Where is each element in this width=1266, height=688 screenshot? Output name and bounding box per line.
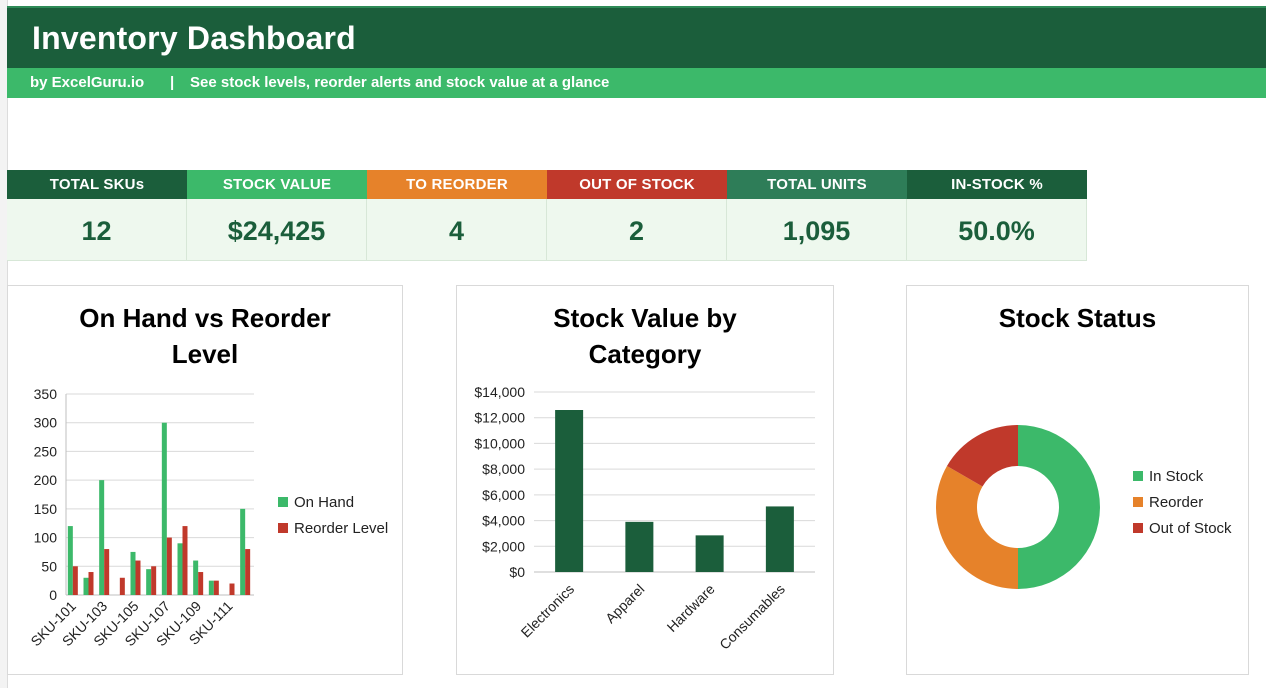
kpi-value: 1,095 (727, 199, 907, 261)
chart-title-line2: Level (171, 339, 239, 369)
bar-electronics (555, 410, 584, 572)
byline: by ExcelGuru.io (30, 74, 145, 91)
y-tick-label: 150 (34, 501, 58, 517)
y-tick-label: $12,000 (474, 410, 525, 426)
bar-reorder-level (72, 566, 78, 595)
subtitle-bar: by ExcelGuru.io | See stock levels, reor… (7, 68, 1266, 98)
y-tick-label: 350 (34, 386, 58, 402)
x-tick-label: Hardware (664, 581, 718, 635)
legend-label: On Hand (294, 494, 354, 511)
y-tick-label: $14,000 (474, 384, 525, 400)
kpi-value: 12 (7, 199, 187, 261)
kpi-value: 2 (547, 199, 727, 261)
bar-reorder-level (229, 583, 235, 595)
bar-on-hand (67, 526, 73, 595)
bar-on-hand (130, 551, 136, 595)
y-tick-label: $0 (509, 564, 525, 580)
bar-consumables (765, 506, 794, 572)
bar-on-hand (208, 580, 214, 595)
legend-swatch (1133, 497, 1143, 507)
kpi-card-total-units[interactable]: TOTAL UNITS 1,095 (727, 170, 907, 262)
bar-on-hand (161, 422, 167, 595)
chart-title-line1: Stock Value by (553, 303, 737, 333)
chart-stock-value-by-category[interactable]: Stock Value by Category $0 $2,000 $4,000 $6… (456, 285, 834, 675)
kpi-label: STOCK VALUE (187, 170, 367, 199)
y-tick-label: 50 (41, 558, 57, 574)
y-tick-label: 200 (34, 472, 58, 488)
chart-title-line2: Category (588, 339, 702, 369)
legend-swatch (278, 497, 288, 507)
bar-apparel (625, 521, 654, 572)
kpi-card-total-skus[interactable]: TOTAL SKUs 12 (7, 170, 187, 262)
y-tick-label: $4,000 (482, 513, 525, 529)
y-tick-label: $8,000 (482, 461, 525, 477)
bar-on-hand (193, 560, 199, 595)
title-bar: Inventory Dashboard (7, 6, 1266, 68)
y-tick-label: 100 (34, 530, 58, 546)
bar-reorder-level (182, 526, 188, 595)
bar-reorder-level (245, 549, 251, 595)
bar-reorder-level (119, 577, 125, 595)
y-tick-label: $2,000 (482, 538, 525, 554)
value-chart-plot: $0 $2,000 $4,000 $6,000 $8,000 $10,000 $12,000… (474, 384, 815, 653)
bar-on-hand (99, 480, 105, 595)
subtitle-separator: | (170, 74, 175, 91)
bar-on-hand (83, 577, 89, 595)
kpi-label: TOTAL SKUs (7, 170, 187, 199)
bar-on-hand (146, 569, 152, 595)
bar-hardware (695, 535, 724, 572)
bar-reorder-level (151, 566, 157, 595)
status-chart-plot: In Stock Reorder Out of Stock (936, 425, 1232, 589)
y-tick-label: 250 (34, 443, 58, 459)
chart-title: Stock Status (998, 303, 1157, 333)
bar-on-hand (177, 543, 183, 595)
kpi-label: TOTAL UNITS (727, 170, 907, 199)
kpi-strip: TOTAL SKUs 12 STOCK VALUE $24,425 TO REO… (7, 170, 1087, 262)
tagline: See stock levels, reorder alerts and sto… (190, 74, 610, 91)
legend-swatch (1133, 471, 1143, 481)
y-tick-label: $6,000 (482, 487, 525, 503)
kpi-card-to-reorder[interactable]: TO REORDER 4 (367, 170, 547, 262)
kpi-label: IN-STOCK % (907, 170, 1087, 199)
kpi-card-in-stock-pct[interactable]: IN-STOCK % 50.0% (907, 170, 1087, 262)
bar-reorder-level (88, 572, 94, 595)
kpi-value: 50.0% (907, 199, 1087, 261)
kpi-card-stock-value[interactable]: STOCK VALUE $24,425 (187, 170, 367, 262)
kpi-label: TO REORDER (367, 170, 547, 199)
bar-reorder-level (166, 537, 172, 595)
donut-slice-in-stock (1018, 425, 1100, 589)
onhand-chart-plot: 050100150200250300350SKU-101SKU-103SKU-1… (27, 386, 388, 649)
chart-onhand-vs-reorder[interactable]: On Hand vs Reorder Level 0 50 100 150 200 250… (7, 285, 403, 675)
donut-slice-reorder (936, 466, 1018, 589)
bar-reorder-level (198, 572, 204, 595)
y-tick-label: 0 (49, 587, 57, 603)
bar-reorder-level (104, 549, 110, 595)
kpi-value: $24,425 (187, 199, 367, 261)
legend-swatch (1133, 523, 1143, 533)
donut-slice-out-of-stock (946, 425, 1018, 487)
x-tick-label: Apparel (602, 581, 647, 626)
kpi-label: OUT OF STOCK (547, 170, 727, 199)
legend-label: In Stock (1149, 468, 1204, 485)
kpi-value: 4 (367, 199, 547, 261)
legend-label: Reorder Level (294, 520, 388, 537)
chart-title-line1: On Hand vs Reorder (79, 303, 331, 333)
bar-on-hand (240, 508, 246, 595)
bar-reorder-level (135, 560, 141, 595)
bar-reorder-level (213, 580, 219, 595)
legend-label: Reorder (1149, 494, 1203, 511)
chart-stock-status[interactable]: Stock Status In Stock Reorder Out of Stock (906, 285, 1249, 675)
dashboard-title: Inventory Dashboard (32, 20, 356, 56)
y-tick-label: $10,000 (474, 435, 525, 451)
x-tick-label: Electronics (518, 581, 578, 641)
legend-label: Out of Stock (1149, 520, 1232, 537)
kpi-card-out-of-stock[interactable]: OUT OF STOCK 2 (547, 170, 727, 262)
y-tick-label: 300 (34, 415, 58, 431)
x-tick-label: Consumables (716, 581, 788, 653)
legend-swatch (278, 523, 288, 533)
